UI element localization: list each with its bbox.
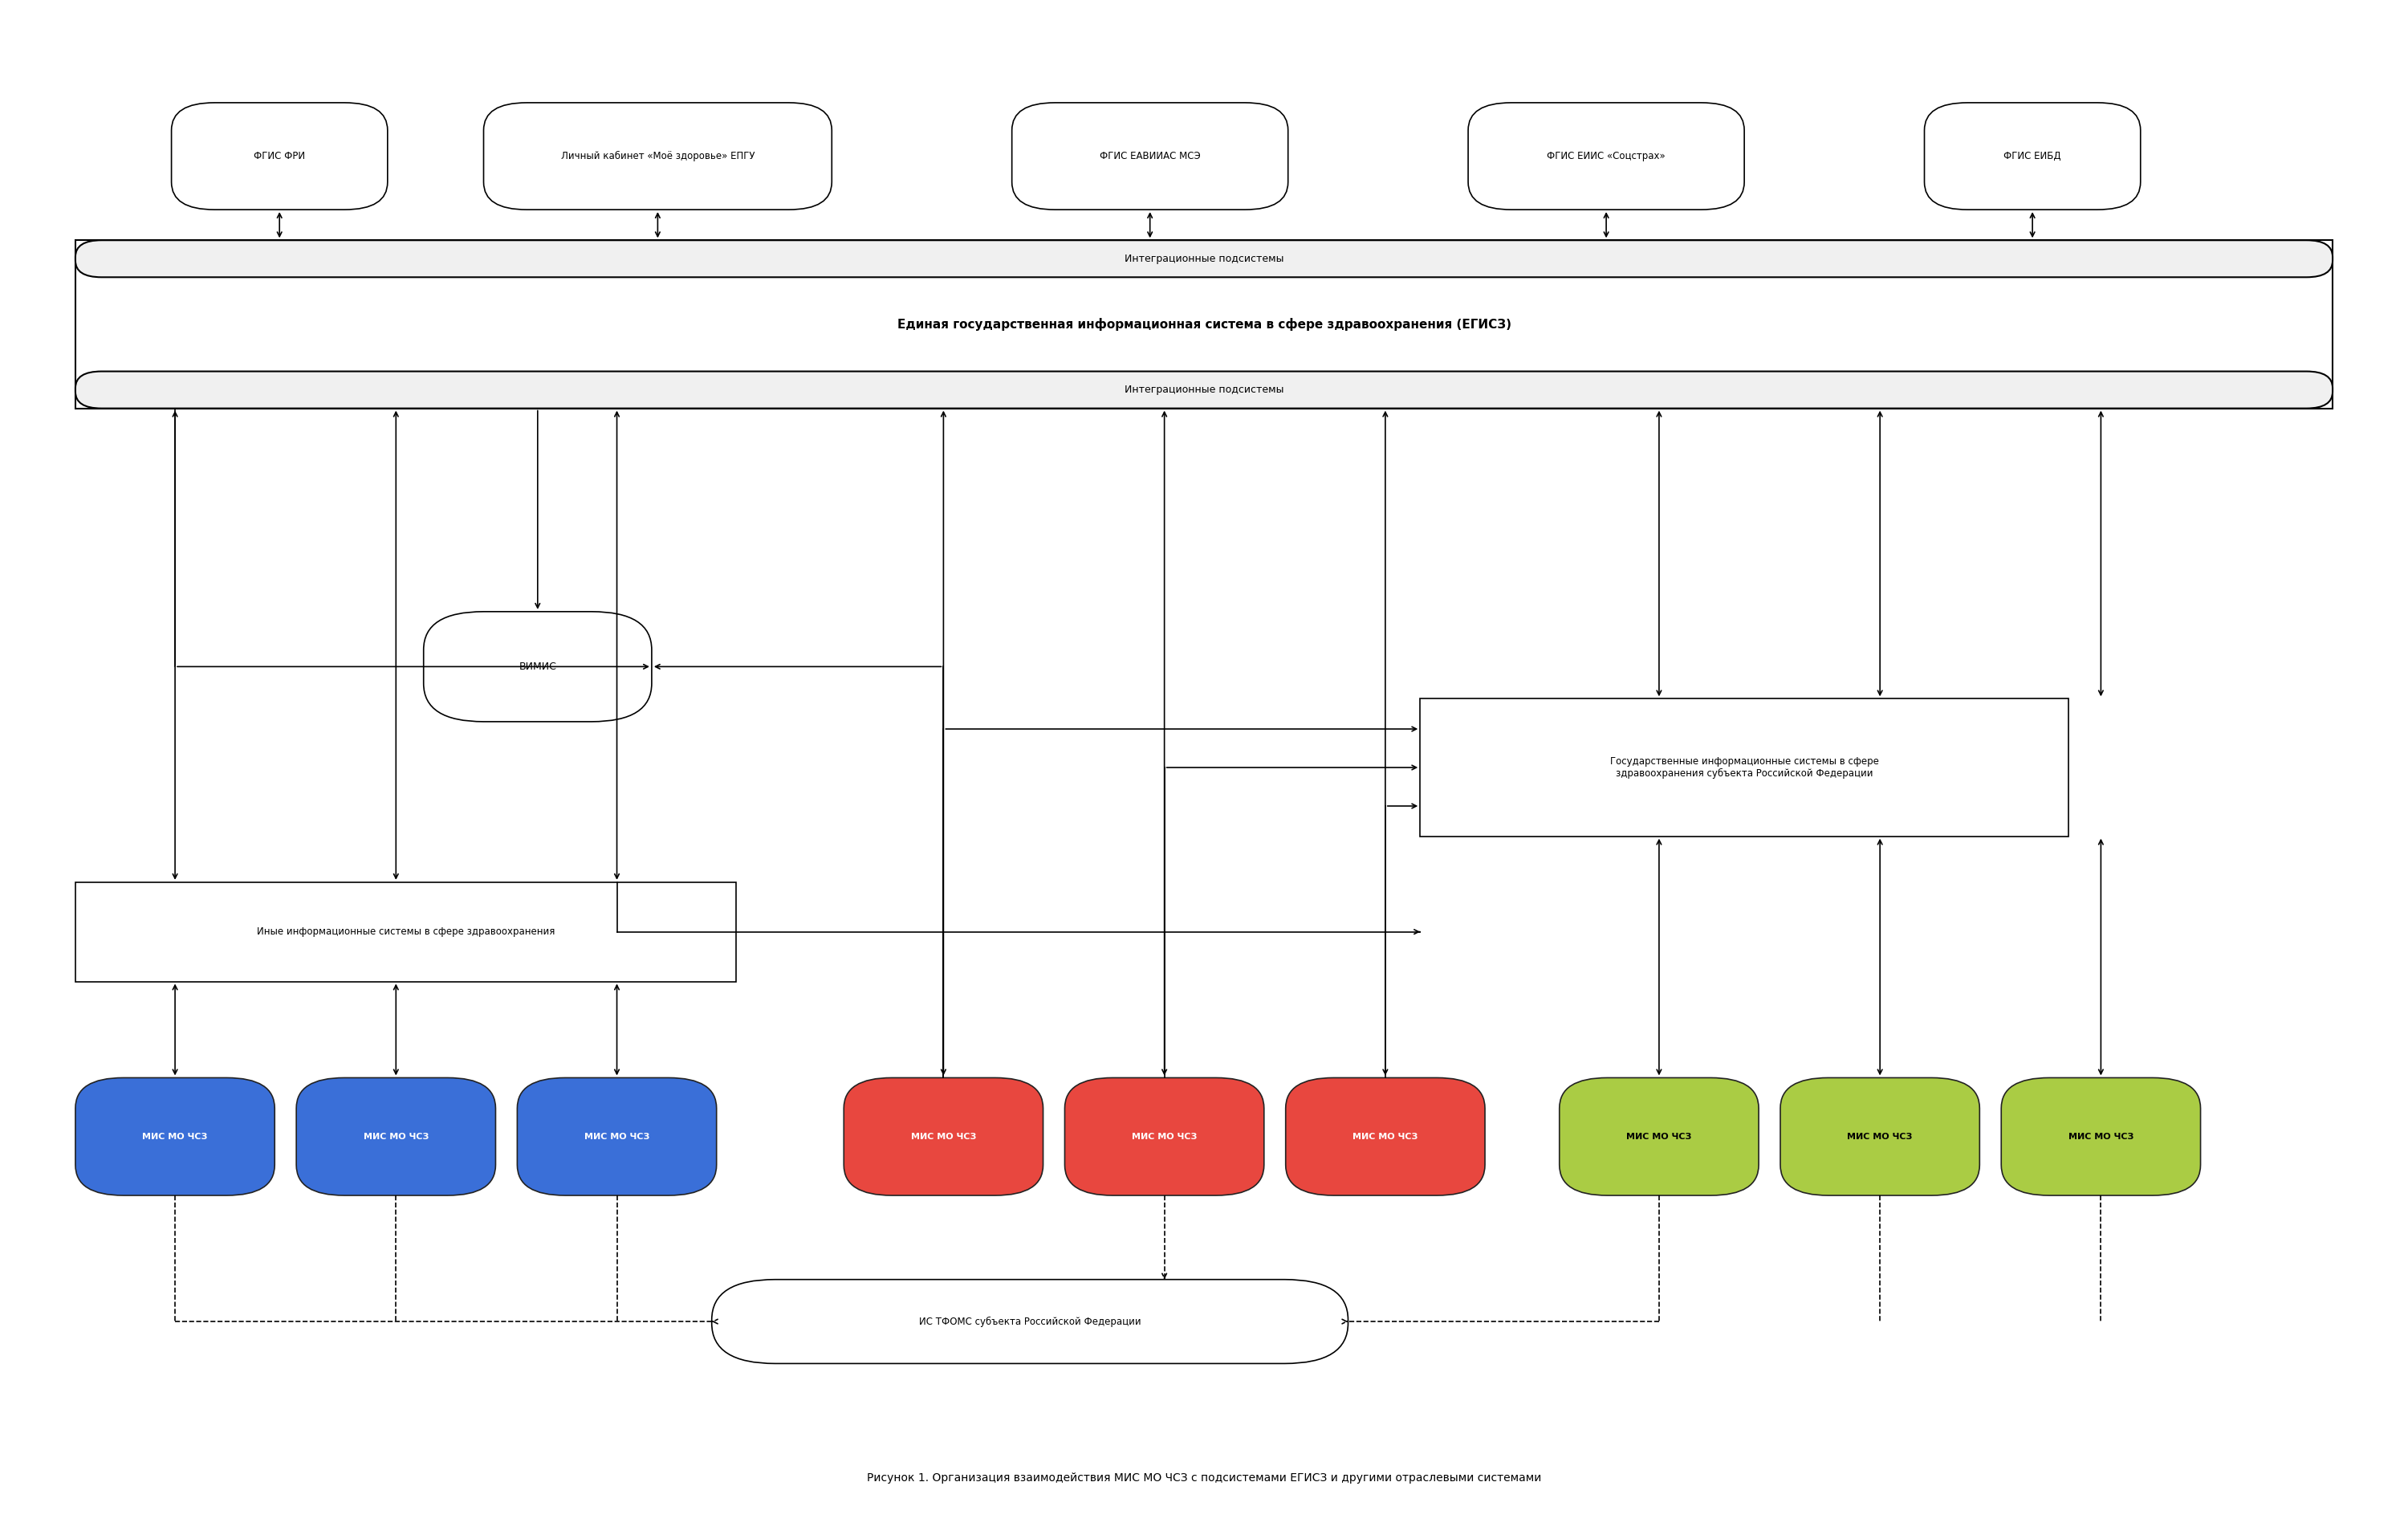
FancyBboxPatch shape [2001,1078,2201,1196]
FancyBboxPatch shape [1064,1078,1264,1196]
FancyBboxPatch shape [296,1078,496,1196]
Text: Интеграционные подсистемы: Интеграционные подсистемы [1125,385,1283,394]
Text: Рисунок 1. Организация взаимодействия МИС МО ЧСЗ с подсистемами ЕГИСЗ и другими : Рисунок 1. Организация взаимодействия МИ… [867,1472,1541,1484]
Bar [75,883,737,981]
FancyBboxPatch shape [713,1280,1348,1363]
Text: МИС МО ЧСЗ: МИС МО ЧСЗ [1625,1133,1693,1141]
Text: ФГИС ЕАВИИАС МСЭ: ФГИС ЕАВИИАС МСЭ [1100,150,1202,161]
Bar [1421,698,2068,837]
Text: Личный кабинет «Моё здоровье» ЕПГУ: Личный кабинет «Моё здоровье» ЕПГУ [561,150,754,161]
FancyBboxPatch shape [1560,1078,1758,1196]
FancyBboxPatch shape [1286,1078,1486,1196]
Text: ФГИС ЕИБД: ФГИС ЕИБД [2003,150,2061,161]
Text: Государственные информационные системы в сфере
здравоохранения субъекта Российск: Государственные информационные системы в… [1611,757,1878,778]
Text: ФГИС ЕИИС «Соцстрах»: ФГИС ЕИИС «Соцстрах» [1546,150,1666,161]
Text: МИС МО ЧСЗ: МИС МО ЧСЗ [364,1133,429,1141]
Text: Интеграционные подсистемы: Интеграционные подсистемы [1125,253,1283,264]
FancyBboxPatch shape [75,1078,275,1196]
FancyBboxPatch shape [518,1078,718,1196]
Text: МИС МО ЧСЗ: МИС МО ЧСЗ [142,1133,207,1141]
FancyBboxPatch shape [1011,103,1288,210]
Text: ИС ТФОМС субъекта Российской Федерации: ИС ТФОМС субъекта Российской Федерации [920,1315,1141,1326]
Text: МИС МО ЧСЗ: МИС МО ЧСЗ [1847,1133,1912,1141]
FancyBboxPatch shape [1780,1078,1979,1196]
FancyBboxPatch shape [424,611,653,721]
FancyBboxPatch shape [1469,103,1743,210]
FancyBboxPatch shape [75,371,2333,408]
Text: МИС МО ЧСЗ: МИС МО ЧСЗ [1353,1133,1418,1141]
Text: МИС МО ЧСЗ: МИС МО ЧСЗ [1132,1133,1197,1141]
FancyBboxPatch shape [171,103,388,210]
FancyBboxPatch shape [75,241,2333,278]
Text: ВИМИС: ВИМИС [518,662,556,672]
Text: Иные информационные системы в сфере здравоохранения: Иные информационные системы в сфере здра… [258,927,554,936]
Text: Единая государственная информационная система в сфере здравоохранения (ЕГИСЗ): Единая государственная информационная си… [898,318,1512,330]
Text: МИС МО ЧСЗ: МИС МО ЧСЗ [585,1133,650,1141]
Text: ФГИС ФРИ: ФГИС ФРИ [253,150,306,161]
FancyBboxPatch shape [1924,103,2141,210]
Text: МИС МО ЧСЗ: МИС МО ЧСЗ [2068,1133,2133,1141]
Text: МИС МО ЧСЗ: МИС МО ЧСЗ [910,1133,975,1141]
FancyBboxPatch shape [484,103,831,210]
Bar [75,241,2333,408]
FancyBboxPatch shape [843,1078,1043,1196]
